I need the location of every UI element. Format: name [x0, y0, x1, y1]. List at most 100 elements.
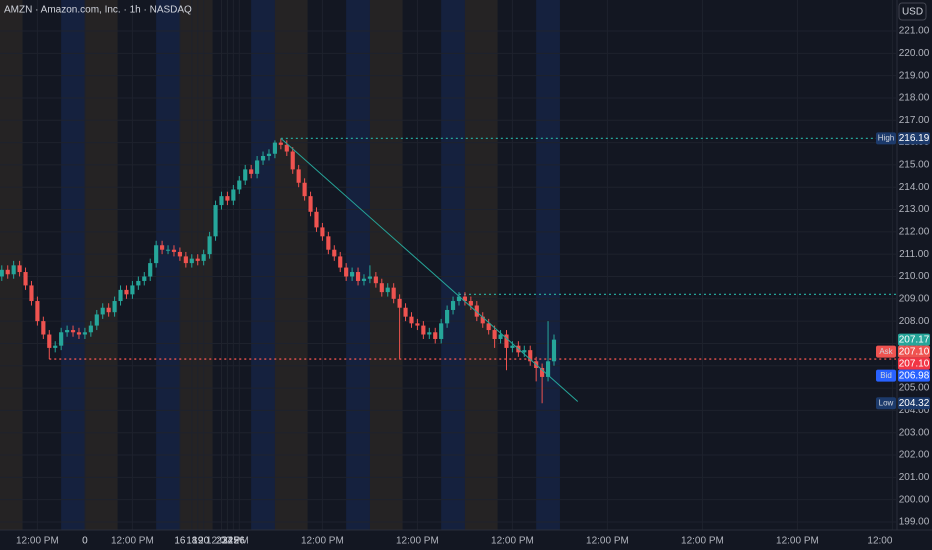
- premarket-band: [274, 0, 308, 530]
- x-tick-label: 24: [222, 536, 234, 547]
- price-tag-name-box: [876, 397, 896, 410]
- candle-body: [397, 298, 402, 308]
- price-tag: [898, 333, 930, 346]
- y-tick-label: 212.00: [899, 227, 930, 238]
- grid: [0, 0, 896, 530]
- candle-body: [94, 314, 99, 326]
- price-tag-name: Low: [879, 398, 894, 407]
- candle-body: [373, 276, 378, 284]
- x-tick-label: 0: [82, 536, 88, 547]
- y-tick-label: 201.00: [899, 472, 930, 483]
- price-tag: [898, 345, 930, 358]
- candle-body: [59, 332, 64, 346]
- price-tag-name: High: [878, 133, 894, 142]
- afterhours-band: [346, 0, 370, 530]
- price-tag: [898, 397, 930, 410]
- price-axis: [897, 0, 932, 550]
- premarket-band: [0, 0, 23, 530]
- price-tag: [898, 357, 930, 370]
- candle-body: [47, 334, 52, 348]
- candle-body: [237, 180, 242, 190]
- candle-body: [160, 245, 165, 250]
- candle-body: [76, 332, 82, 335]
- candle-body: [296, 169, 301, 183]
- y-tick-label: 211.00: [899, 249, 929, 260]
- x-tick-label: 19: [192, 536, 204, 547]
- x-tick-label: 12:00 PM: [301, 536, 344, 547]
- candle-body: [195, 258, 200, 261]
- premarket-band: [464, 0, 498, 530]
- candle-body: [41, 321, 46, 335]
- candle-body: [498, 334, 503, 339]
- candle-body: [189, 258, 194, 264]
- candle-body: [142, 276, 147, 281]
- candle-body: [290, 151, 295, 170]
- candle-body: [361, 278, 367, 281]
- y-tick-label: 210.00: [899, 271, 930, 282]
- candle-body: [249, 169, 254, 174]
- currency-button[interactable]: [898, 2, 927, 21]
- price-tag: [898, 369, 930, 382]
- x-tick-label: 16: [174, 536, 186, 547]
- candle-body: [130, 285, 135, 295]
- premarket-band: [369, 0, 403, 530]
- afterhours-band: [441, 0, 465, 530]
- candle-body: [177, 251, 182, 257]
- x-tick-label: 25: [228, 536, 240, 547]
- candle-body: [260, 155, 266, 161]
- candle-body: [462, 296, 468, 302]
- candle-body: [17, 265, 22, 273]
- candle-body: [391, 287, 396, 299]
- candle-body: [439, 323, 444, 339]
- chart-title: AMZN · Amazon.com, Inc. · 1h · NASDAQ: [4, 5, 192, 16]
- y-tick-label: 218.00: [899, 93, 930, 104]
- premarket-band: [179, 0, 213, 530]
- y-tick-label: 200.00: [899, 494, 930, 505]
- y-tick-label: 217.00: [899, 115, 930, 126]
- candle-body: [88, 325, 93, 333]
- y-tick-label: 208.00: [899, 316, 930, 327]
- y-tick-label: 202.00: [899, 450, 930, 461]
- candle-body: [314, 211, 319, 228]
- candle-body: [302, 182, 307, 197]
- x-tick-label: 12:00 PM: [681, 536, 724, 547]
- candle-body: [225, 196, 230, 201]
- afterhours-band: [61, 0, 85, 530]
- candle-body: [136, 280, 141, 286]
- x-tick-label: 12:00 PM: [586, 536, 629, 547]
- candle-body: [338, 256, 343, 268]
- candle-body: [11, 265, 16, 275]
- candle-body: [65, 330, 70, 333]
- candle-body: [468, 301, 473, 306]
- candle-body: [474, 305, 479, 317]
- x-tick-label: 12:00 PM: [396, 536, 439, 547]
- candle-body: [112, 301, 117, 313]
- candle-body: [255, 160, 260, 174]
- candle-body: [344, 267, 349, 277]
- candle-body: [551, 339, 557, 362]
- x-tick-label: 12:00 PM: [111, 536, 154, 547]
- candle-body: [272, 142, 277, 154]
- candle-body: [427, 332, 432, 335]
- candle-body: [421, 325, 426, 335]
- candle-body: [492, 330, 497, 339]
- candle-body: [510, 345, 515, 348]
- candle-body: [355, 272, 361, 281]
- plot: [0, 137, 896, 404]
- candle-body: [367, 276, 372, 279]
- candle-body: [266, 153, 272, 156]
- candle-body: [480, 316, 485, 324]
- candle-body: [385, 287, 390, 293]
- candle-body: [308, 196, 313, 212]
- candle-body: [29, 285, 34, 302]
- candle-body: [522, 350, 527, 353]
- currency[interactable]: USD: [902, 7, 923, 18]
- y-tick-label: 204.00: [899, 405, 930, 416]
- candle-body: [201, 254, 206, 261]
- y-tick-label: 209.00: [899, 293, 930, 304]
- candle-body: [545, 361, 551, 377]
- y-tick-label: 214.00: [899, 182, 930, 193]
- candle-body: [350, 272, 355, 277]
